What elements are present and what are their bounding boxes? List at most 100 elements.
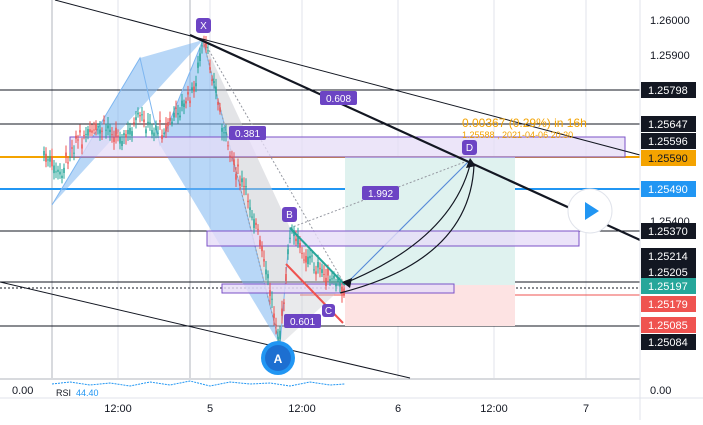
candle-body [191,87,193,90]
candle-body [189,100,191,104]
candle-body [221,128,223,132]
candle-body [295,238,297,242]
candle-body [151,130,153,135]
pattern-point-d[interactable]: D [462,140,477,155]
candle-body [217,102,219,105]
ratio-label[interactable]: 1.992 [362,186,399,200]
candle-body [341,286,343,294]
target-zone[interactable] [345,157,515,285]
candle-body [43,151,45,156]
candle-body [47,159,49,161]
candle-body [255,222,257,225]
candle-body [305,255,307,263]
candle-body [109,129,111,133]
candle-body [119,136,121,144]
candle-body [129,127,131,135]
candle-body [111,134,113,136]
candle-body [317,261,319,268]
candle-body [57,169,59,172]
price-tag-value: 1.25647 [648,119,688,131]
candle-body [181,100,183,107]
candle-body [187,92,189,95]
candle-body [141,114,143,116]
candle-body [239,183,241,186]
wedge-top-line[interactable] [289,227,346,286]
candle-body [331,278,333,280]
candle-body [65,152,67,157]
arrow-head [466,158,476,168]
candle-body [211,79,213,81]
svg-text:1.992: 1.992 [368,189,393,200]
resistance-zone[interactable] [69,136,626,158]
candle-body [269,290,271,297]
candle-body [251,216,253,218]
candle-body [225,132,227,134]
pattern-point-c[interactable]: C [322,304,335,317]
price-tag: 1.25798 [641,82,696,98]
candle-body [227,145,229,147]
candle-body [265,269,267,275]
candle-body [261,246,263,252]
candle-body [145,129,147,134]
price-tag: 1.25596 [641,133,696,149]
arrow-head [342,278,352,288]
candle-body [79,130,81,133]
ratio-label[interactable]: 0.601 [284,314,321,328]
candle-body [97,126,99,128]
candle-body [303,259,305,261]
candle-body [85,133,87,135]
candle-body [279,330,281,339]
price-tag-value: 1.25590 [648,153,688,165]
pattern-point-a[interactable]: A [261,341,295,375]
ratio-label[interactable]: 0.381 [229,126,266,140]
candle-body [193,86,195,92]
svg-text:C: C [325,306,332,317]
candle-body [243,185,245,187]
projection-arrows[interactable] [339,164,475,294]
time-axis[interactable]: 12:00 5 12:00 6 12:00 7 [104,403,589,415]
candle-body [143,119,145,123]
candle-body [329,279,331,281]
svg-text:B: B [286,210,293,221]
candle-body [137,112,139,115]
candle-body [275,324,277,326]
candle-body [249,207,251,211]
candle-body [123,133,125,136]
ratio-label[interactable]: 0.608 [320,91,357,105]
mid-zone[interactable] [206,230,580,247]
candle-body [49,156,51,162]
candle-body [199,53,201,62]
candle-body [75,135,77,139]
time-label: 12:00 [480,403,508,415]
candle-body [201,45,203,47]
candle-body [103,120,105,122]
candle-body [155,125,157,131]
candle-body [205,43,207,48]
play-button[interactable] [567,188,613,234]
candle-body [257,228,259,230]
candle-body [113,137,115,142]
pattern-point-x[interactable]: X [196,18,211,33]
price-tag: 1.25084 [641,334,696,350]
candle-body [177,112,179,115]
candle-body [197,62,199,68]
price-tags: 1.25798 1.25647 1.25596 1.25590 1.25490 1.253… [641,82,696,350]
candle-body [307,256,309,265]
candle-body [45,153,47,162]
candle-body [195,83,197,87]
candle-body [223,132,225,134]
candle-body [267,274,269,279]
pattern-point-b[interactable]: B [282,207,297,222]
price-tag-value: 1.25205 [648,267,688,279]
candle-body [283,302,285,304]
channel-lines[interactable] [0,0,641,379]
candle-body [53,165,55,174]
price-tag-value: 1.25370 [648,226,688,238]
candle-body [115,127,117,137]
candle-body [263,259,265,262]
rsi-value: 44.40 [76,388,99,398]
candle-body [333,275,335,279]
candle-body [139,115,141,117]
